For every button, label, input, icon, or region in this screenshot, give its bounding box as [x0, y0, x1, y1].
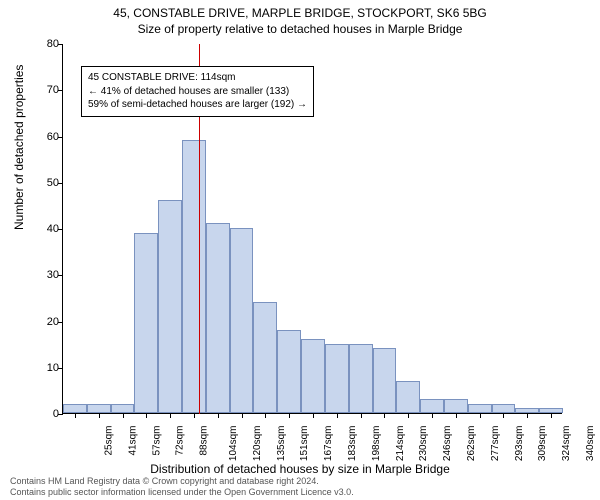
chart-main-title: 45, CONSTABLE DRIVE, MARPLE BRIDGE, STOC… [0, 6, 600, 20]
x-tick-mark [265, 413, 266, 418]
histogram-bar [444, 399, 468, 413]
callout-line1: 45 CONSTABLE DRIVE: 114sqm [88, 71, 307, 85]
chart-area: 0102030405060708025sqm41sqm57sqm72sqm88s… [62, 44, 562, 414]
y-tick-label: 30 [31, 269, 59, 281]
histogram-bar [277, 330, 301, 413]
histogram-bar [373, 348, 397, 413]
histogram-bar [301, 339, 325, 413]
y-tick-mark [58, 90, 63, 91]
y-tick-label: 60 [31, 131, 59, 143]
chart-subtitle: Size of property relative to detached ho… [0, 22, 600, 36]
histogram-bar [349, 344, 373, 413]
y-tick-label: 10 [31, 362, 59, 374]
histogram-bar [396, 381, 420, 413]
y-tick-label: 40 [31, 223, 59, 235]
footer-attribution: Contains HM Land Registry data © Crown c… [10, 476, 354, 498]
histogram-bar [492, 404, 516, 413]
x-tick-label: 25sqm [103, 426, 114, 456]
footer-line-2: Contains public sector information licen… [10, 487, 354, 498]
x-tick-mark [75, 413, 76, 418]
histogram-bar [325, 344, 349, 413]
histogram-bar [468, 404, 492, 413]
x-tick-label: 41sqm [127, 426, 138, 456]
x-tick-mark [170, 413, 171, 418]
histogram-bar [230, 228, 254, 413]
x-tick-label: 198sqm [371, 426, 382, 462]
callout-line2: ← 41% of detached houses are smaller (13… [88, 85, 307, 99]
x-tick-label: 293sqm [514, 426, 525, 462]
x-tick-label: 135sqm [276, 426, 287, 462]
x-tick-mark [242, 413, 243, 418]
histogram-bar [420, 399, 444, 413]
x-tick-label: 57sqm [151, 426, 162, 456]
x-tick-mark [361, 413, 362, 418]
x-tick-label: 214sqm [395, 426, 406, 462]
x-tick-mark [551, 413, 552, 418]
y-tick-label: 0 [31, 408, 59, 420]
x-tick-mark [480, 413, 481, 418]
x-tick-mark [99, 413, 100, 418]
x-tick-mark [432, 413, 433, 418]
x-tick-mark [456, 413, 457, 418]
x-tick-label: 277sqm [490, 426, 501, 462]
histogram-bar [63, 404, 87, 413]
x-tick-label: 104sqm [228, 426, 239, 462]
x-tick-label: 72sqm [175, 426, 186, 456]
x-tick-mark [313, 413, 314, 418]
callout-line3: 59% of semi-detached houses are larger (… [88, 98, 307, 112]
x-tick-label: 324sqm [561, 426, 572, 462]
plot-region: 0102030405060708025sqm41sqm57sqm72sqm88s… [62, 44, 562, 414]
x-tick-mark [408, 413, 409, 418]
y-axis-label: Number of detached properties [12, 65, 26, 230]
y-tick-mark [58, 183, 63, 184]
histogram-bar [206, 223, 230, 413]
x-axis-label: Distribution of detached houses by size … [0, 462, 600, 476]
x-tick-label: 183sqm [347, 426, 358, 462]
y-tick-label: 70 [31, 84, 59, 96]
y-tick-mark [58, 275, 63, 276]
x-tick-mark [218, 413, 219, 418]
x-tick-label: 340sqm [585, 426, 596, 462]
x-tick-mark [337, 413, 338, 418]
y-tick-label: 50 [31, 177, 59, 189]
callout-box: 45 CONSTABLE DRIVE: 114sqm← 41% of detac… [81, 66, 314, 117]
y-tick-mark [58, 229, 63, 230]
histogram-bar [87, 404, 111, 413]
y-tick-mark [58, 322, 63, 323]
histogram-bar [182, 140, 206, 413]
x-tick-label: 120sqm [252, 426, 263, 462]
y-tick-mark [58, 414, 63, 415]
x-tick-label: 151sqm [299, 426, 310, 462]
x-tick-mark [384, 413, 385, 418]
y-tick-mark [58, 44, 63, 45]
x-tick-label: 167sqm [323, 426, 334, 462]
x-tick-label: 230sqm [419, 426, 430, 462]
x-tick-mark [503, 413, 504, 418]
x-tick-label: 309sqm [538, 426, 549, 462]
x-tick-label: 262sqm [466, 426, 477, 462]
y-tick-mark [58, 137, 63, 138]
x-tick-label: 246sqm [442, 426, 453, 462]
histogram-bar [111, 404, 135, 413]
x-tick-mark [123, 413, 124, 418]
x-tick-label: 88sqm [199, 426, 210, 456]
histogram-bar [158, 200, 182, 413]
histogram-bar [134, 233, 158, 413]
y-tick-mark [58, 368, 63, 369]
footer-line-1: Contains HM Land Registry data © Crown c… [10, 476, 354, 487]
x-tick-mark [146, 413, 147, 418]
x-tick-mark [289, 413, 290, 418]
x-tick-mark [194, 413, 195, 418]
y-tick-label: 80 [31, 38, 59, 50]
y-tick-label: 20 [31, 316, 59, 328]
x-tick-mark [527, 413, 528, 418]
histogram-bar [253, 302, 277, 413]
